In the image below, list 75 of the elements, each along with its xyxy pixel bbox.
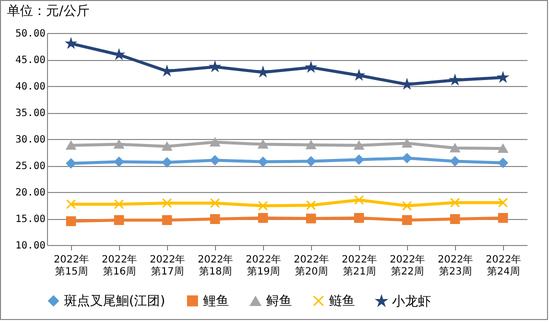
x-tick-label: 2022年第23周 (438, 254, 474, 278)
point (402, 200, 412, 211)
point (402, 153, 412, 164)
y-tick-label: 40.00 (15, 82, 46, 92)
point (258, 213, 268, 223)
point (306, 140, 316, 150)
legend-label: 鲢鱼 (329, 294, 355, 309)
x-tick-label: 2022年第24周 (486, 254, 522, 278)
point (306, 62, 316, 72)
y-tick-label: 10.00 (15, 240, 46, 252)
point (162, 66, 172, 76)
point (354, 213, 364, 223)
x-tick-label: 2022年第19周 (246, 254, 282, 278)
y-tick-label: 15.00 (15, 214, 46, 225)
legend-label: 小龙虾 (392, 294, 431, 310)
point (354, 154, 364, 165)
point (66, 199, 76, 210)
point (498, 198, 508, 208)
y-tick-label: 45.00 (15, 55, 46, 66)
point (354, 70, 364, 80)
y-tick-label: 30.00 (15, 134, 46, 146)
point (354, 140, 364, 150)
point (66, 38, 76, 48)
point (498, 158, 508, 168)
point (354, 195, 364, 205)
point (306, 214, 316, 224)
point (450, 144, 460, 152)
point (450, 198, 460, 208)
x-tick-label: 2022年第20周 (294, 254, 330, 278)
point (402, 215, 412, 226)
point (114, 50, 124, 59)
y-tick-label: 50.00 (15, 28, 46, 40)
legend-label: 斑点叉尾鮰(江团) (64, 294, 166, 309)
point (210, 155, 220, 166)
point (210, 198, 220, 208)
point (450, 75, 460, 84)
point (66, 158, 76, 168)
point (210, 62, 220, 72)
point (114, 140, 124, 149)
point (402, 79, 412, 89)
point (162, 157, 172, 168)
point (210, 138, 220, 147)
point (450, 156, 460, 166)
point (498, 72, 508, 82)
point (258, 200, 268, 211)
legend-label: 鲟鱼 (266, 294, 292, 310)
x-tick-label: 2022年第18周 (198, 254, 234, 278)
point (258, 140, 268, 149)
point (306, 156, 316, 166)
x-tick-label: 2022年第15周 (54, 254, 90, 278)
legend-label: 鲤鱼 (203, 294, 229, 309)
point (66, 216, 76, 226)
point (114, 156, 124, 167)
point (498, 213, 508, 223)
point (66, 140, 76, 150)
point (450, 214, 460, 224)
chart-title: 单位：元/公斤 (7, 4, 90, 19)
point (162, 142, 172, 151)
point (258, 67, 268, 76)
point (162, 215, 172, 226)
y-tick-label: 25.00 (15, 161, 46, 172)
point (498, 144, 508, 153)
point (402, 138, 412, 148)
point (258, 156, 268, 167)
point (210, 214, 220, 224)
x-tick-label: 2022年第21周 (342, 254, 378, 278)
x-tick-label: 2022年第17周 (150, 254, 186, 278)
x-tick-label: 2022年第22周 (390, 254, 426, 278)
point (114, 215, 124, 226)
point (306, 200, 316, 210)
y-tick-label: 20.00 (15, 188, 46, 198)
y-tick-label: 35.00 (15, 108, 46, 119)
point (162, 198, 172, 208)
x-tick-label: 2022年第16周 (102, 254, 138, 278)
point (114, 199, 124, 210)
